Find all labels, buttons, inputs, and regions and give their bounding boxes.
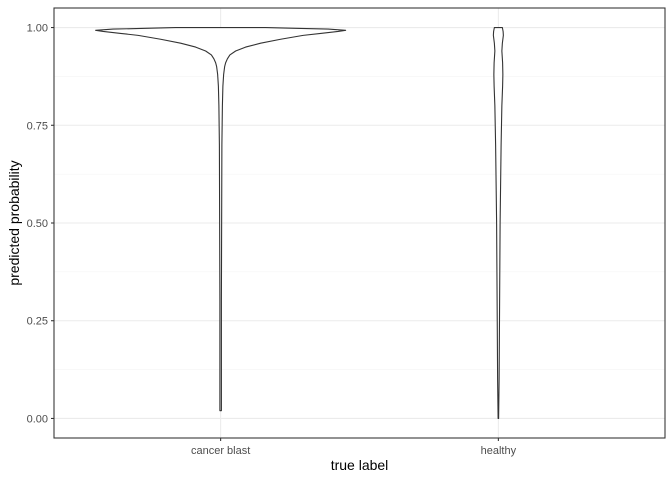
y-axis: 0.00 0.25 0.50 0.75 1.00 [27,23,54,425]
x-tick-label: cancer blast [191,445,250,457]
y-tick-label: 0.25 [27,316,48,328]
y-tick-label: 0.00 [27,413,48,425]
y-tick-label: 0.75 [27,120,48,132]
x-axis-title: true label [331,457,389,473]
y-axis-title: predicted probability [6,160,22,285]
x-axis: cancer blast healthy [191,438,517,457]
x-tick-label: healthy [481,445,517,457]
y-tick-label: 1.00 [27,23,48,35]
y-tick-label: 0.50 [27,218,48,230]
violin-healthy [492,27,504,419]
minor-gridlines [54,76,665,370]
violin-cancer-blast [95,27,347,412]
major-gridlines [54,8,665,438]
violins [95,27,504,419]
